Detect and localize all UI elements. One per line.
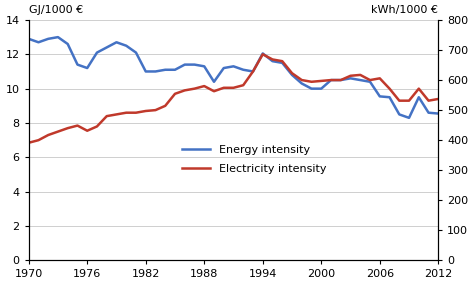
Legend: Energy intensity, Electricity intensity: Energy intensity, Electricity intensity <box>178 141 331 178</box>
Text: kWh/1000 €: kWh/1000 € <box>372 5 438 15</box>
Text: GJ/1000 €: GJ/1000 € <box>29 5 83 15</box>
